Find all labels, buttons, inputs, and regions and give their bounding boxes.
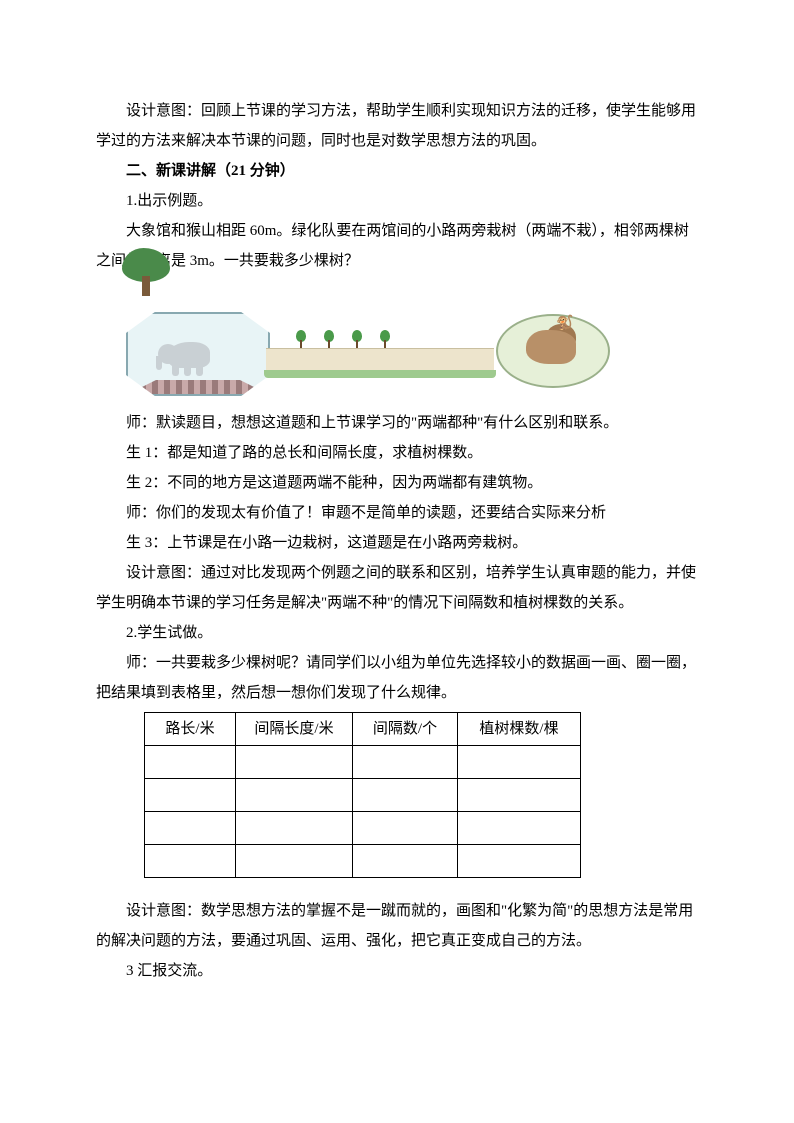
table-col-header: 路长/米 bbox=[145, 713, 236, 746]
table-cell bbox=[353, 812, 458, 845]
teacher-line-3: 师：一共要栽多少棵树呢？请同学们以小组为单位先选择较小的数据画一画、圈一圈，把结… bbox=[96, 648, 698, 708]
mini-tree-icon bbox=[380, 330, 390, 348]
mini-tree-icon bbox=[324, 330, 334, 348]
table-header-row: 路长/米间隔长度/米间隔数/个植树棵数/棵 bbox=[145, 713, 581, 746]
table-col-header: 植树棵数/棵 bbox=[458, 713, 581, 746]
table-col-header: 间隔长度/米 bbox=[236, 713, 353, 746]
data-table: 路长/米间隔长度/米间隔数/个植树棵数/棵 bbox=[144, 712, 581, 878]
table-cell bbox=[353, 779, 458, 812]
table-cell bbox=[236, 779, 353, 812]
mini-tree-icon bbox=[352, 330, 362, 348]
step-3-report: 3 汇报交流。 bbox=[96, 956, 698, 986]
design-intent-1: 设计意图：回顾上节课的学习方法，帮助学生顺利实现知识方法的迁移，使学生能够用学过… bbox=[96, 96, 698, 156]
table-cell bbox=[458, 746, 581, 779]
student-line-2: 生 2：不同的地方是这道题两端不能种，因为两端都有建筑物。 bbox=[96, 468, 698, 498]
table-cell bbox=[458, 779, 581, 812]
table-body bbox=[145, 746, 581, 878]
teacher-line-1: 师：默读题目，想想这道题和上节课学习的"两端都种"有什么区别和联系。 bbox=[96, 408, 698, 438]
step-2-student-try: 2.学生试做。 bbox=[96, 618, 698, 648]
table-cell bbox=[353, 845, 458, 878]
table-cell bbox=[145, 779, 236, 812]
table-cell bbox=[458, 845, 581, 878]
table-cell bbox=[353, 746, 458, 779]
table-cell bbox=[236, 845, 353, 878]
table-col-header: 间隔数/个 bbox=[353, 713, 458, 746]
monkey-icon: 🐒 bbox=[556, 310, 573, 338]
grass-strip bbox=[264, 370, 496, 378]
table-cell bbox=[236, 812, 353, 845]
page: { "paras": { "p1": "设计意图：回顾上节课的学习方法，帮助学生… bbox=[0, 0, 794, 1123]
step-1-show-problem: 1.出示例题。 bbox=[96, 186, 698, 216]
student-line-3: 生 3：上节课是在小路一边栽树，这道题是在小路两旁栽树。 bbox=[96, 528, 698, 558]
path-icon bbox=[266, 348, 494, 372]
elephant-enclosure bbox=[126, 312, 266, 392]
table-row bbox=[145, 812, 581, 845]
section-heading-2: 二、新课讲解（21 分钟） bbox=[96, 156, 698, 186]
design-intent-2: 设计意图：通过对比发现两个例题之间的联系和区别，培养学生认真审题的能力，并使学生… bbox=[96, 558, 698, 618]
teacher-line-2: 师：你们的发现太有价值了！审题不是简单的读题，还要结合实际来分析 bbox=[96, 498, 698, 528]
problem-illustration: 🐒 bbox=[126, 282, 606, 402]
table-cell bbox=[458, 812, 581, 845]
mini-tree-icon bbox=[296, 330, 306, 348]
table-cell bbox=[145, 845, 236, 878]
table-row bbox=[145, 779, 581, 812]
table-row bbox=[145, 845, 581, 878]
monkey-enclosure: 🐒 bbox=[496, 314, 606, 384]
problem-text: 大象馆和猴山相距 60m。绿化队要在两馆间的小路两旁栽树（两端不栽），相邻两棵树… bbox=[96, 216, 698, 276]
data-table-wrap: 路长/米间隔长度/米间隔数/个植树棵数/棵 bbox=[144, 712, 698, 878]
table-cell bbox=[236, 746, 353, 779]
student-line-1: 生 1：都是知道了路的总长和间隔长度，求植树棵数。 bbox=[96, 438, 698, 468]
table-cell bbox=[145, 746, 236, 779]
elephant-icon bbox=[158, 334, 218, 374]
mini-trees-row bbox=[296, 330, 390, 348]
big-tree-icon bbox=[122, 248, 170, 296]
design-intent-3: 设计意图：数学思想方法的掌握不是一蹴而就的，画图和"化繁为简"的思想方法是常用的… bbox=[96, 896, 698, 956]
table-row bbox=[145, 746, 581, 779]
table-cell bbox=[145, 812, 236, 845]
